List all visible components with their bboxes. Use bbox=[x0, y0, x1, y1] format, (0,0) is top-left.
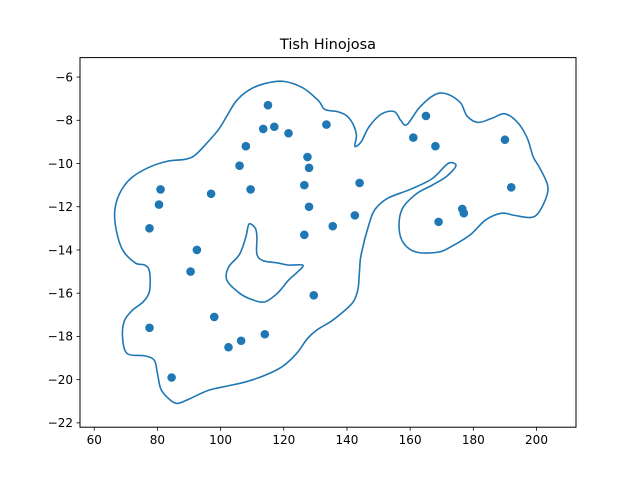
data-point bbox=[192, 245, 202, 255]
data-point bbox=[263, 100, 273, 110]
points-layer bbox=[145, 100, 516, 382]
data-point bbox=[260, 329, 270, 339]
contour-line-1 bbox=[225, 222, 304, 303]
data-point bbox=[355, 178, 364, 188]
data-point bbox=[300, 230, 309, 240]
data-point bbox=[431, 141, 440, 151]
contour-line-0 bbox=[113, 80, 549, 405]
chart-title: Tish Hinojosa bbox=[279, 37, 376, 53]
data-point bbox=[350, 211, 360, 220]
data-point bbox=[235, 161, 244, 170]
data-point bbox=[434, 217, 443, 227]
data-point bbox=[409, 133, 418, 142]
data-point bbox=[154, 200, 164, 209]
x-tick-label: 180 bbox=[462, 433, 485, 447]
data-point bbox=[167, 373, 176, 382]
data-point bbox=[145, 323, 154, 333]
y-tick-label: −20 bbox=[48, 373, 73, 387]
y-axis: −22 −20 −18 −16 −14 −12 −10 −8 −6 bbox=[48, 70, 80, 430]
contour-layer bbox=[113, 80, 549, 405]
data-point bbox=[284, 128, 293, 138]
data-point bbox=[300, 180, 309, 190]
data-point bbox=[269, 122, 279, 132]
data-point bbox=[500, 135, 510, 145]
data-point bbox=[156, 185, 165, 194]
y-tick-label: −6 bbox=[55, 70, 73, 84]
y-tick-label: −12 bbox=[48, 200, 73, 214]
data-point bbox=[241, 141, 251, 151]
data-point bbox=[236, 336, 246, 346]
x-tick-label: 100 bbox=[209, 433, 232, 447]
x-tick-label: 140 bbox=[336, 433, 359, 447]
y-tick-label: −8 bbox=[55, 114, 73, 128]
x-tick-label: 120 bbox=[272, 433, 295, 447]
y-tick-label: −14 bbox=[48, 243, 73, 257]
data-point bbox=[304, 202, 314, 212]
data-point bbox=[322, 120, 331, 129]
data-point bbox=[224, 342, 233, 352]
data-point bbox=[246, 185, 255, 194]
data-point bbox=[258, 124, 268, 134]
x-tick-label: 60 bbox=[87, 433, 102, 447]
data-point bbox=[328, 221, 338, 231]
data-point bbox=[206, 189, 216, 199]
data-point bbox=[506, 182, 516, 192]
x-tick-label: 160 bbox=[399, 433, 422, 447]
x-tick-label: 80 bbox=[150, 433, 165, 447]
data-point bbox=[304, 163, 314, 173]
y-tick-label: −16 bbox=[48, 286, 73, 300]
y-tick-label: −10 bbox=[48, 157, 73, 171]
y-tick-label: −22 bbox=[48, 416, 73, 430]
data-point bbox=[186, 267, 195, 276]
data-point bbox=[209, 312, 219, 322]
data-point bbox=[421, 111, 431, 121]
data-point bbox=[309, 291, 319, 300]
data-point bbox=[459, 208, 469, 218]
data-point bbox=[145, 224, 154, 233]
x-axis: 60 80 100 120 140 160 180 200 bbox=[87, 427, 548, 447]
data-point bbox=[303, 152, 312, 162]
plot-frame bbox=[79, 57, 577, 428]
x-tick-label: 200 bbox=[525, 433, 548, 447]
y-tick-label: −18 bbox=[48, 330, 73, 344]
